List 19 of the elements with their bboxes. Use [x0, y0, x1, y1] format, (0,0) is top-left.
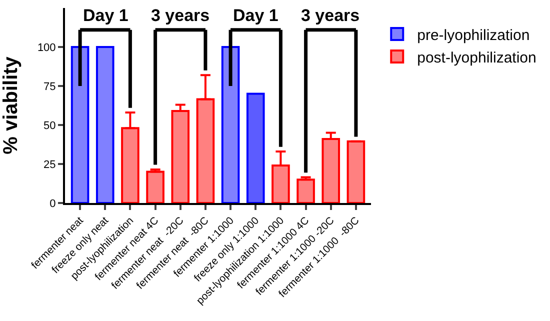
- legend-label: post-lyophilization: [417, 49, 536, 66]
- y-tick-label: 100: [37, 42, 56, 54]
- y-axis-title: % viability: [0, 56, 22, 154]
- y-tick-label: 50: [44, 120, 56, 132]
- bar: [296, 178, 315, 203]
- y-tick-label: 0: [50, 198, 56, 210]
- annotation: Day 1: [233, 6, 278, 25]
- legend-label: pre-lyophilization: [417, 26, 530, 44]
- annotation: 3 years: [151, 6, 210, 25]
- bar: [221, 46, 240, 203]
- bar: [70, 46, 90, 203]
- bar: [246, 92, 265, 203]
- bar: [146, 170, 164, 203]
- y-tick-label: 75: [44, 80, 56, 93]
- bar: [346, 140, 366, 203]
- y-tick-label: 25: [44, 158, 56, 171]
- annotation: Day 1: [83, 6, 128, 25]
- annotation: 3 years: [301, 6, 360, 25]
- bar: [96, 46, 114, 203]
